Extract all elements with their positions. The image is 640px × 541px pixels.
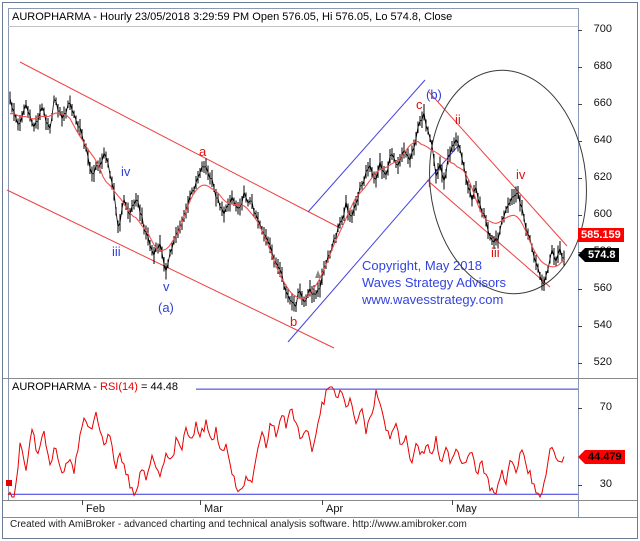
price-axis-tick <box>578 215 582 216</box>
price-axis-tick <box>578 363 582 364</box>
month-tick <box>82 500 83 505</box>
month-label: Apr <box>326 503 344 515</box>
month-tick <box>322 500 323 505</box>
price-axis-label: 680 <box>593 60 612 72</box>
price-axis-tick <box>578 30 582 31</box>
rsi-axis-tick <box>578 485 582 486</box>
rsi-pane-title: AUROPHARMA - RSI(14) = 44.48 <box>12 381 178 393</box>
xaxis-line <box>3 500 637 501</box>
price-axis-label: 540 <box>593 319 612 331</box>
month-label: Feb <box>86 503 105 515</box>
trendline-2 <box>6 189 335 349</box>
gray-arrow-marker <box>315 270 321 278</box>
rsi-start-marker <box>6 480 12 486</box>
rsi-title-indicator: RSI(14) <box>100 381 138 393</box>
wave-label-i: i <box>428 175 431 190</box>
plot-left-border <box>8 8 9 500</box>
wave-label-iii: iii <box>491 245 500 260</box>
moving-average-line <box>9 112 566 300</box>
plot-right-axis-line <box>578 8 579 518</box>
copyright-line-1: Copyright, May 2018 <box>362 258 482 273</box>
rsi-series-line <box>7 386 565 499</box>
title-underline <box>8 26 578 27</box>
price-series-bars <box>9 91 565 313</box>
rsi-title-symbol: AUROPHARMA - <box>12 381 101 393</box>
footer-credit: Created with AmiBroker - advanced charti… <box>10 519 467 530</box>
last-price-tag-arrow <box>578 248 585 262</box>
price-axis-label: 700 <box>593 23 612 35</box>
footer-separator <box>3 517 637 518</box>
price-axis-label: 520 <box>593 356 612 368</box>
wave-label-ii: ii <box>455 112 461 127</box>
price-axis-label: 560 <box>593 282 612 294</box>
price-axis-label: 640 <box>593 134 612 146</box>
month-label: Mar <box>204 503 223 515</box>
price-axis-label: 660 <box>593 97 612 109</box>
wave-label-iii: iii <box>112 244 121 259</box>
trendline-1 <box>19 61 341 229</box>
wave-label-iv: iv <box>516 167 526 182</box>
month-tick <box>452 500 453 505</box>
rsi-axis-tick <box>578 408 582 409</box>
price-series-line <box>9 98 565 309</box>
wave-label-c: c <box>416 97 423 112</box>
price-axis-tick <box>578 104 582 105</box>
wave-label-a: a <box>199 144 207 159</box>
wave-label-b: (b) <box>426 87 442 102</box>
price-axis-tick <box>578 326 582 327</box>
rsi-title-value: = 44.48 <box>137 381 178 393</box>
last-price-tag: 574.8 <box>578 248 619 262</box>
rsi-axis-label: 70 <box>599 401 612 413</box>
alert-price-tag: 585.159 <box>578 228 624 242</box>
rsi-axis-label: 30 <box>599 478 612 490</box>
price-axis-label: 620 <box>593 171 612 183</box>
copyright-line-3: www.wavesstrategy.com <box>362 292 504 307</box>
trendline-5 <box>428 91 568 247</box>
price-axis-tick <box>578 178 582 179</box>
wave-label-v: v <box>163 279 170 294</box>
price-pane-title: AUROPHARMA - Hourly 23/05/2018 3:29:59 P… <box>12 11 453 23</box>
price-axis-tick <box>578 141 582 142</box>
copyright-line-2: Waves Strategy Advisors <box>362 275 507 290</box>
wave-label-b: b <box>290 314 298 329</box>
wave-label-iv: iv <box>121 164 131 179</box>
ellipse-annotation <box>429 69 587 295</box>
price-axis-label: 600 <box>593 208 612 220</box>
price-pane-top-border <box>8 8 579 9</box>
rsi-value-tag-arrow <box>578 450 585 464</box>
rsi-value-tag: 44.479 <box>578 450 625 464</box>
month-label: May <box>456 503 477 515</box>
price-axis-tick <box>578 67 582 68</box>
pane-separator <box>3 378 637 379</box>
trendline-3 <box>307 79 426 213</box>
month-tick <box>200 500 201 505</box>
price-axis-tick <box>578 289 582 290</box>
wave-label-a: (a) <box>158 300 174 315</box>
